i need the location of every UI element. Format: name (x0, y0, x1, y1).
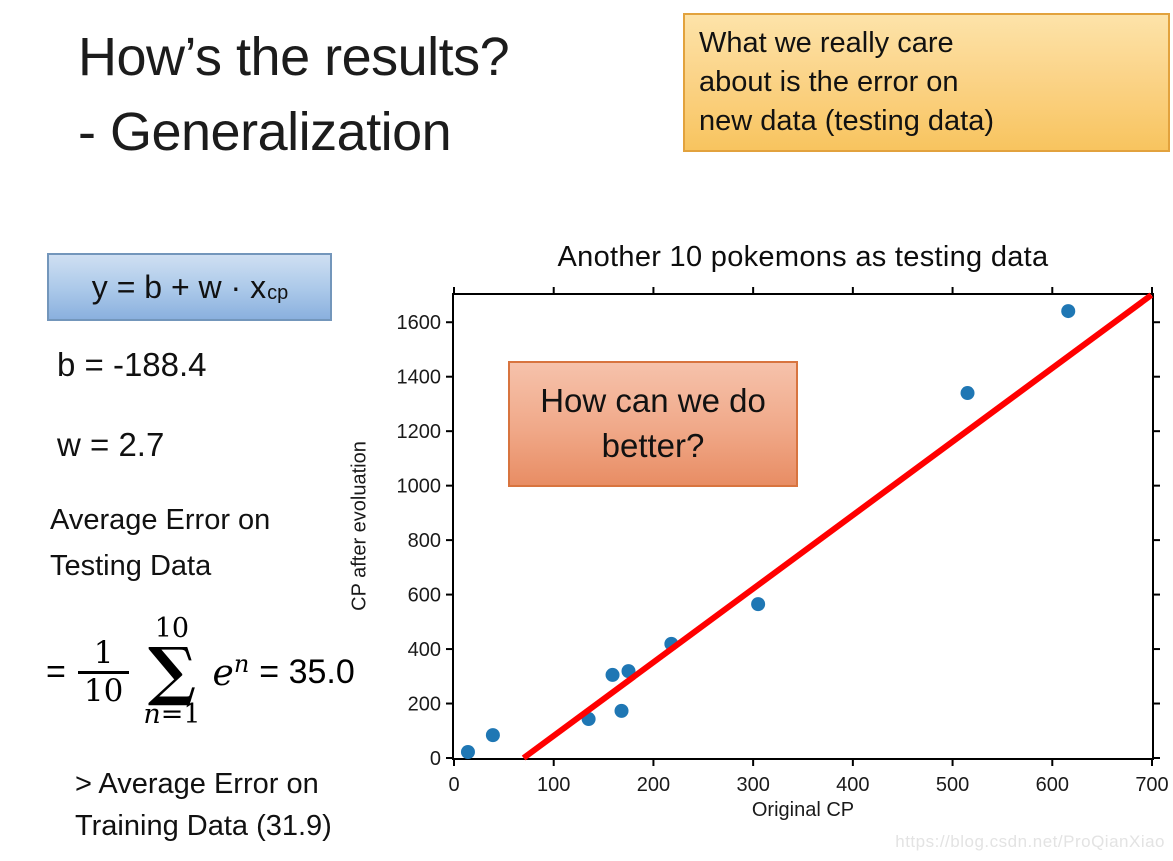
y-tick-label: 200 (408, 694, 441, 716)
data-point (751, 597, 766, 612)
model-formula-box: y = b + w · x cp (47, 253, 332, 321)
callout-line-3: new data (testing data) (699, 104, 995, 137)
average-error-label: Average Error on Testing Data (50, 504, 271, 583)
model-formula: y = b + w · x (91, 268, 267, 305)
summation: 10 ∑ n=1 (143, 614, 200, 730)
data-point (485, 728, 500, 743)
data-point (614, 703, 629, 718)
data-point (960, 386, 975, 401)
x-tick-label: 700 (1135, 774, 1168, 796)
sigma-symbol: ∑ (147, 633, 196, 709)
comparison-line-1: > Average Error on (75, 768, 319, 800)
equals-sign: = (46, 652, 66, 691)
x-tick-label: 0 (448, 774, 459, 796)
data-point (605, 667, 620, 682)
training-error-comparison: > Average Error on Training Data (31.9) (75, 763, 332, 847)
x-tick-label: 500 (936, 774, 969, 796)
data-point (1061, 304, 1076, 319)
callout-line-1: What we really care (699, 27, 954, 59)
y-tick-label: 400 (408, 639, 441, 661)
weight-value: w = 2.7 (57, 426, 165, 463)
x-tick-label: 400 (836, 774, 869, 796)
title-line-1: How’s the results? (78, 27, 510, 87)
model-formula-subscript: cp (267, 281, 289, 304)
formula-result: = 35.0 (259, 652, 355, 691)
question-callout: How can we do better? (508, 361, 798, 487)
y-tick-label: 1400 (397, 367, 442, 389)
error-term: en (212, 650, 250, 694)
y-tick-label: 1000 (397, 476, 442, 498)
scatter-plot: 0 100 200 300 400 500 600 700 0 200 400 600 800 1000 1… (397, 287, 1169, 796)
sum-upper-limit: 10 (154, 613, 190, 645)
comparison-line-2: Training Data (31.9) (75, 810, 332, 843)
fraction: 1 10 (77, 636, 130, 708)
x-tick-label: 600 (1036, 774, 1069, 796)
y-tick-label: 0 (430, 748, 441, 770)
x-tick-label: 200 (637, 774, 670, 796)
callout-line-2: about is the error on (699, 65, 959, 98)
testing-error-callout: What we really care about is the error o… (683, 13, 1170, 152)
x-axis-label: Original CP (751, 799, 855, 821)
page-title: How’s the results? - Generalization (78, 20, 510, 169)
sum-lower-limit: n=1 (143, 699, 201, 731)
watermark: https://blog.csdn.net/ProQianXiao (895, 832, 1165, 851)
y-tick-label: 1600 (397, 312, 442, 334)
bias-value: b = -188.4 (57, 346, 207, 383)
x-tick-label: 300 (736, 774, 769, 796)
x-tick-label: 100 (537, 774, 570, 796)
y-axis-label: CP after evoluation (348, 441, 371, 611)
title-line-2: - Generalization (78, 101, 452, 162)
regression-line (521, 292, 1154, 761)
y-tick-label: 800 (408, 530, 441, 552)
error-formula: = 1 10 10 ∑ n=1 en = 35.0 (46, 596, 355, 748)
chart-title: Another 10 pokemons as testing data (557, 241, 1049, 273)
y-tick-label: 1200 (397, 421, 442, 443)
scatter-plot-canvas: 0 100 200 300 400 500 600 700 0 200 400 600 800 1000 1… (397, 287, 1169, 796)
data-point (460, 745, 475, 760)
y-tick-label: 600 (408, 585, 441, 607)
